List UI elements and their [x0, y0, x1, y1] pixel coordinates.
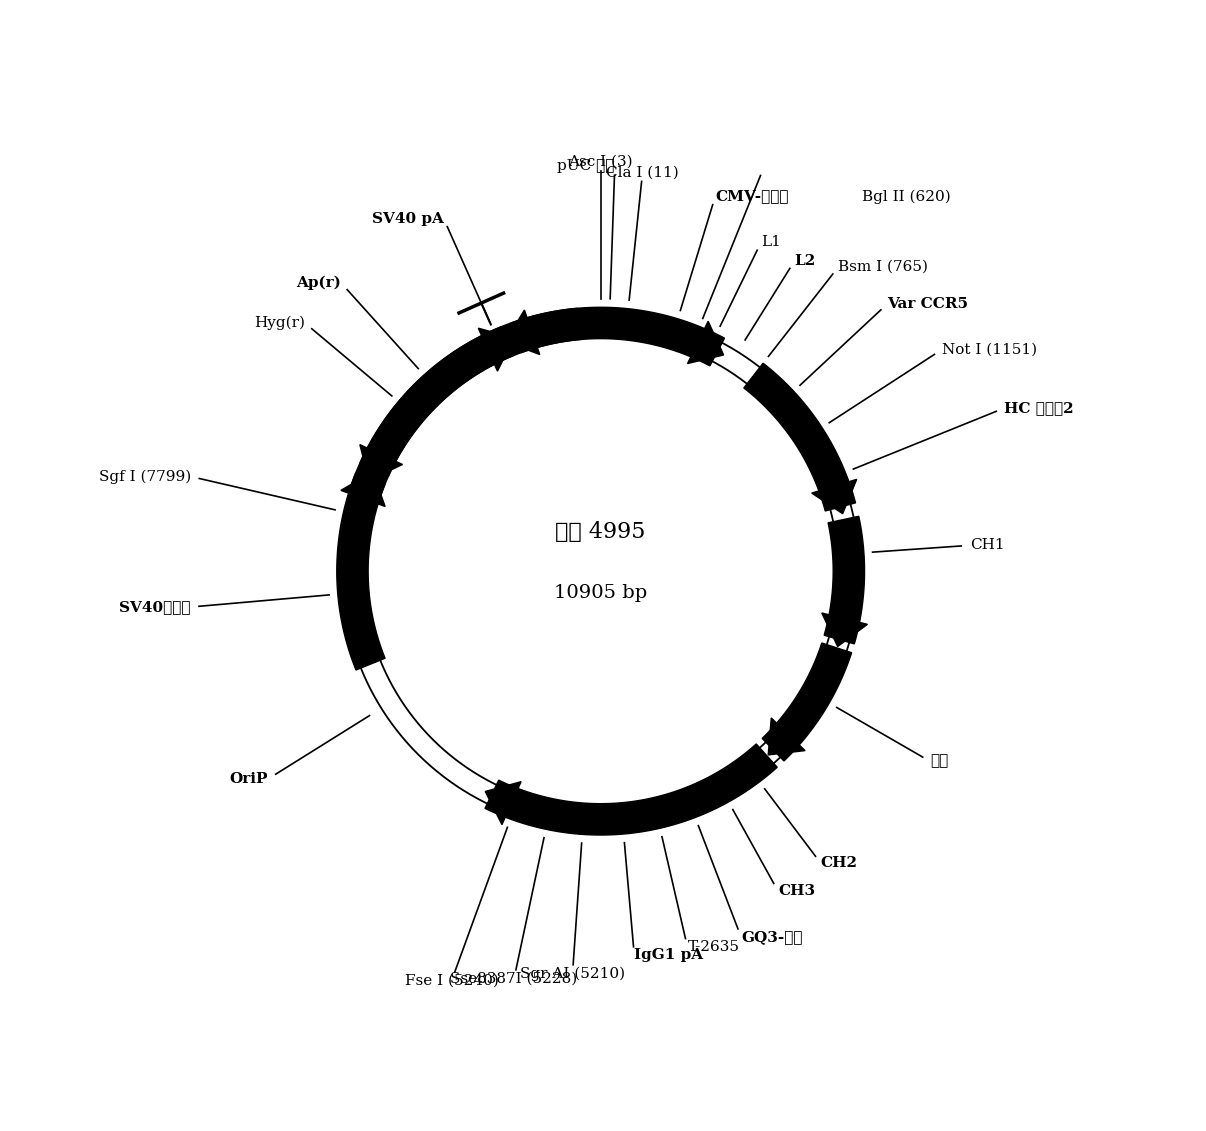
- Text: L1: L1: [761, 235, 780, 250]
- Polygon shape: [350, 309, 573, 499]
- Text: CH1: CH1: [970, 538, 1005, 552]
- Text: Sgf I (7799): Sgf I (7799): [99, 469, 191, 484]
- Polygon shape: [485, 782, 521, 824]
- Text: 10905 bp: 10905 bp: [554, 584, 648, 602]
- Polygon shape: [359, 444, 403, 481]
- Text: CMV-启动子: CMV-启动子: [715, 189, 789, 204]
- Polygon shape: [568, 308, 725, 365]
- Text: SV40 pA: SV40 pA: [371, 211, 444, 226]
- Text: Bgl II (620): Bgl II (620): [861, 189, 950, 204]
- Text: Sse8387I (5228): Sse8387I (5228): [451, 972, 578, 985]
- Polygon shape: [744, 363, 855, 511]
- Text: 载体 4995: 载体 4995: [556, 521, 646, 543]
- Polygon shape: [336, 473, 385, 670]
- Text: Ap(r): Ap(r): [297, 276, 341, 291]
- Text: Sgr AI (5210): Sgr AI (5210): [520, 966, 625, 981]
- Text: Not I (1151): Not I (1151): [942, 343, 1037, 356]
- Polygon shape: [479, 328, 514, 371]
- Text: GQ3-接头: GQ3-接头: [742, 930, 803, 944]
- Polygon shape: [821, 613, 867, 647]
- Polygon shape: [824, 516, 865, 644]
- Text: IgG1 pA: IgG1 pA: [634, 949, 703, 962]
- Text: Var CCR5: Var CCR5: [888, 296, 968, 311]
- Polygon shape: [762, 644, 851, 761]
- Text: pUC 起点: pUC 起点: [557, 159, 615, 173]
- Text: 铰链: 铰链: [930, 754, 948, 768]
- Text: T-2635: T-2635: [687, 940, 739, 955]
- Text: CH3: CH3: [778, 884, 815, 898]
- Polygon shape: [687, 321, 724, 363]
- Polygon shape: [505, 310, 540, 354]
- Text: Fse I (5240): Fse I (5240): [405, 974, 498, 987]
- Polygon shape: [341, 472, 385, 507]
- Text: CH2: CH2: [821, 856, 857, 870]
- Polygon shape: [359, 327, 514, 476]
- Text: OriP: OriP: [230, 771, 268, 786]
- Polygon shape: [812, 480, 856, 513]
- Text: L2: L2: [795, 254, 815, 268]
- Text: SV40启动子: SV40启动子: [119, 601, 191, 614]
- Text: Asc I (3): Asc I (3): [568, 155, 633, 169]
- Text: HC 内含子2: HC 内含子2: [1005, 402, 1075, 415]
- Text: Hyg(r): Hyg(r): [254, 316, 305, 330]
- Polygon shape: [768, 718, 806, 754]
- Text: Bsm I (765): Bsm I (765): [838, 260, 929, 274]
- Text: Cla I (11): Cla I (11): [607, 166, 679, 180]
- Polygon shape: [485, 744, 777, 835]
- Polygon shape: [510, 309, 580, 353]
